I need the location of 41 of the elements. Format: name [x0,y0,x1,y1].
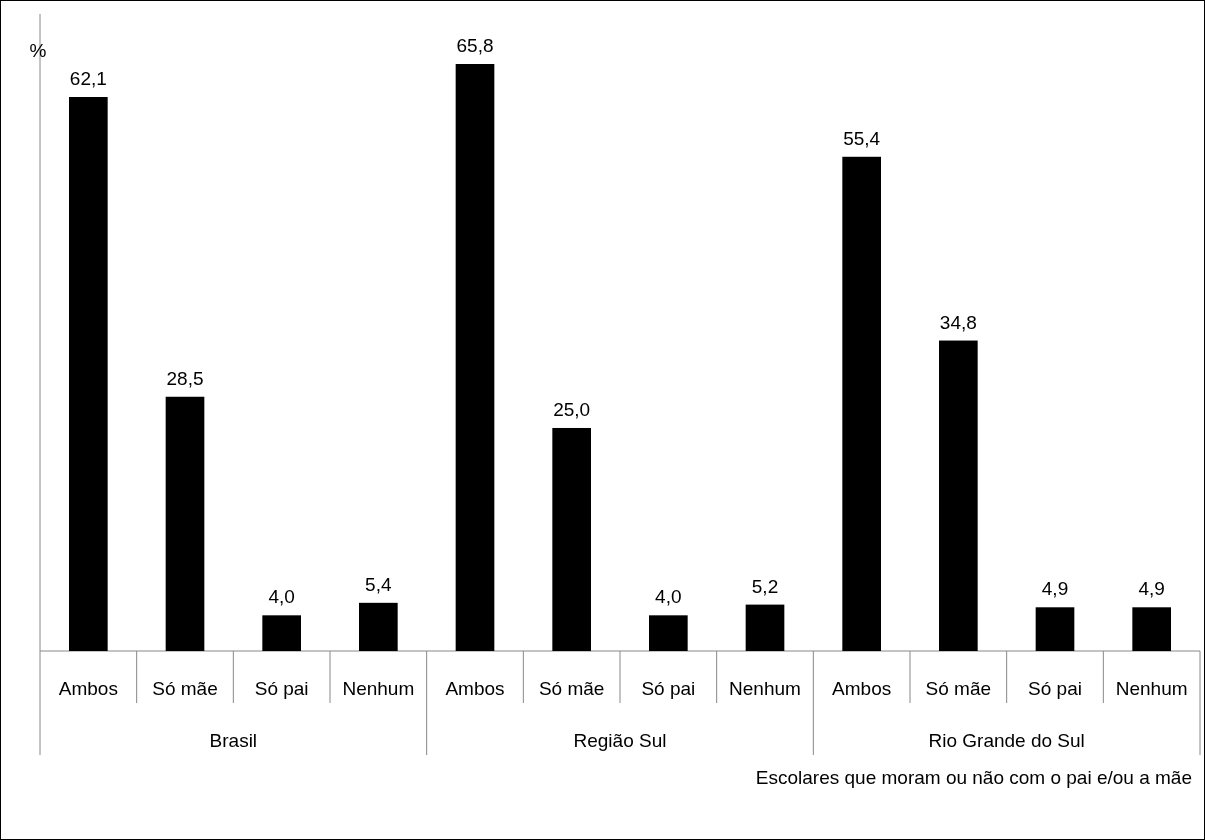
x-tick-label: Só mãe [925,678,992,699]
x-tick-label: Só mãe [538,678,605,699]
bar [455,64,495,651]
bar [842,156,881,651]
data-label: 5,4 [365,573,392,595]
x-tick-label: Ambos [445,678,505,699]
bar [939,340,978,651]
bar [69,97,108,651]
x-tick-label: Ambos [58,678,118,699]
data-label: 65,8 [456,35,494,56]
x-tick-label: Nenhum [729,678,801,699]
bar [165,396,205,651]
bar [1132,607,1171,651]
data-label: 28,5 [166,367,204,389]
x-tick-label: Nenhum [342,678,415,699]
data-label: 34,8 [939,311,977,333]
x-tick-label: Nenhum [1115,678,1188,699]
text: Rio Grande do Sul [928,730,1085,751]
text: Brasil [209,730,258,751]
x-tick-label: Só mãe [152,678,218,699]
text: Região Sul [573,730,667,751]
data-label: 55,4 [843,127,881,149]
data-label: 4,0 [655,586,682,608]
x-tick-label: Só pai [1028,678,1082,699]
bar [745,604,785,651]
x-tick-label: Só pai [254,678,309,699]
data-label: 4,9 [1138,578,1165,600]
x-tick-label: Ambos [832,678,892,699]
x-tick-label: Só pai [641,678,696,699]
bar [262,615,301,651]
data-label: 4,0 [268,586,295,608]
data-label: 4,9 [1041,578,1069,600]
bar [552,427,591,651]
bar [1035,607,1075,651]
data-label: 5,2 [751,575,779,597]
data-label: 25,0 [553,398,591,420]
y-axis-title: % [29,40,47,61]
data-label: 62,1 [69,68,107,90]
bar [649,615,688,651]
x-axis-title: Escolares que moram ou não com o pai e/ou a mãe [755,767,1192,788]
bar [359,602,398,651]
